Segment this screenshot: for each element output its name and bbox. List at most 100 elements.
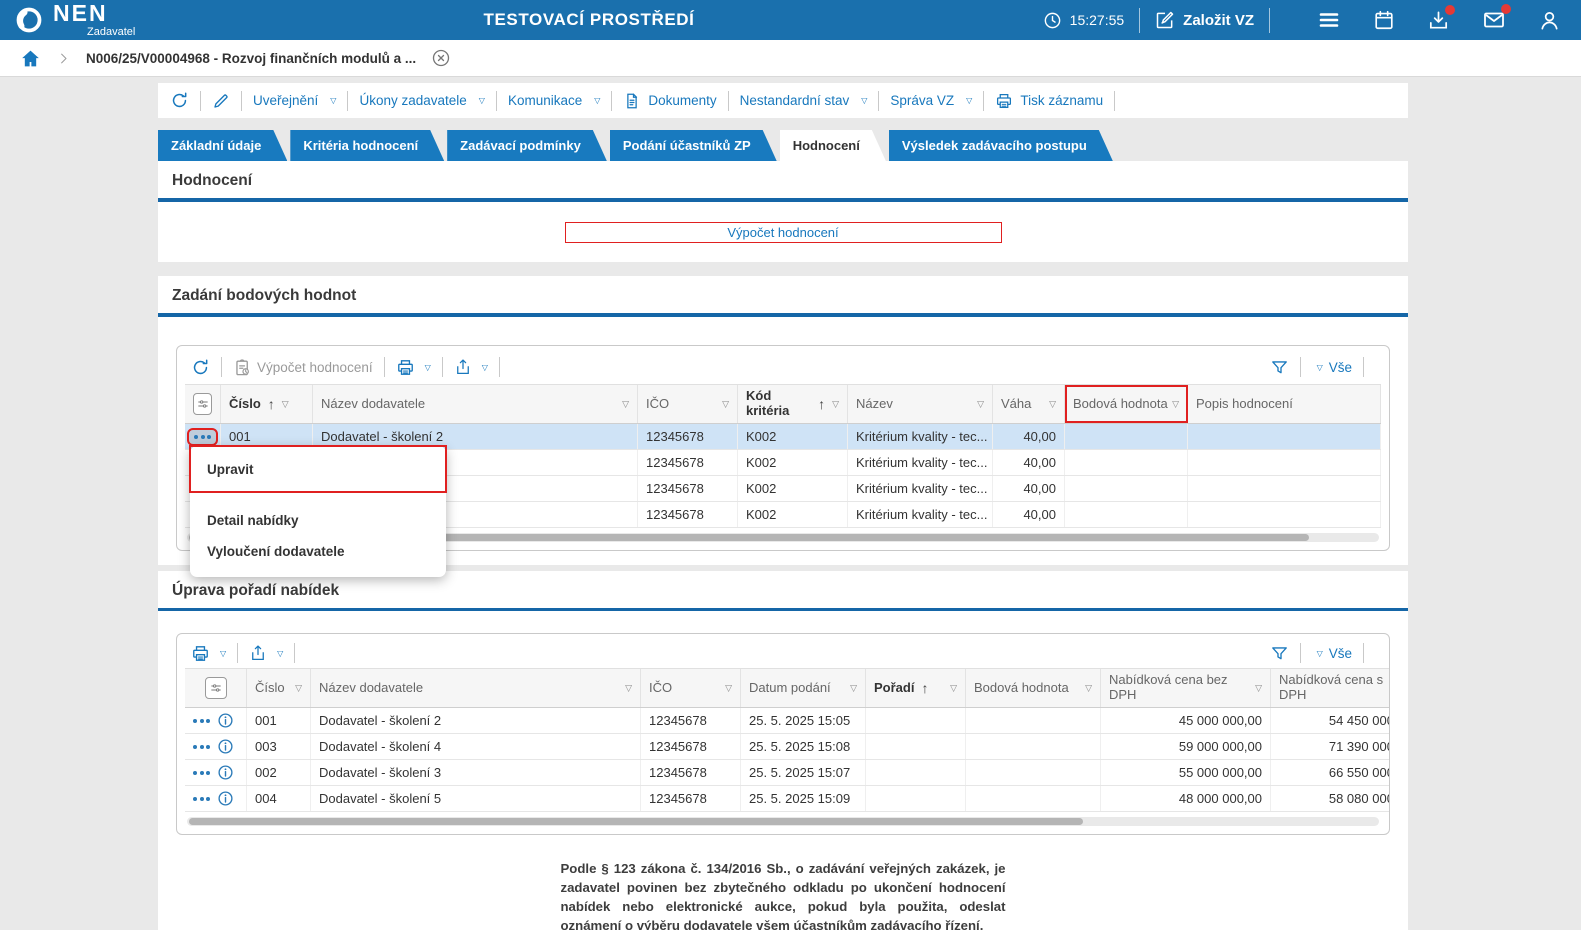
menu-komunikace[interactable]: Komunikace ▽	[508, 93, 600, 108]
header-nazev[interactable]: Název ▽	[848, 385, 993, 423]
filter-triangle-icon[interactable]: ▽	[281, 398, 289, 409]
menu-sprava-vz[interactable]: Správa VZ ▽	[890, 93, 972, 108]
row-actions-button[interactable]	[193, 770, 210, 775]
filter-triangle-icon[interactable]: ▽	[1049, 398, 1056, 409]
menu-ukony-zadavatele[interactable]: Úkony zadavatele ▽	[359, 93, 484, 108]
main-menu-button[interactable]	[1317, 8, 1341, 32]
context-menu-item-upravit[interactable]: Upravit	[189, 445, 447, 493]
cell-bodova-hodnota[interactable]	[1065, 424, 1188, 449]
tab-zakladni-udaje[interactable]: Základní údaje	[158, 130, 287, 161]
filter-triangle-icon[interactable]: ▽	[850, 682, 857, 693]
header-ico[interactable]: IČO ▽	[638, 385, 738, 423]
cell-poradi	[866, 734, 966, 759]
header-popis-hodnoceni[interactable]: Popis hodnocení	[1188, 385, 1381, 423]
cell-nazev-dodavatele: Dodavatel - školení 3	[311, 760, 641, 785]
header-vaha[interactable]: Váha ▽	[993, 385, 1065, 423]
header-label: IČO	[646, 395, 670, 411]
tab-podani-ucastniku-zp[interactable]: Podání účastníků ZP	[610, 130, 777, 161]
scrollbar-thumb[interactable]	[189, 534, 1310, 541]
header-bodova-hodnota[interactable]: Bodová hodnota ▽	[1065, 385, 1188, 423]
row-detail-button[interactable]	[217, 738, 234, 755]
filter-triangle-icon[interactable]: ▽	[625, 682, 632, 693]
row-detail-button[interactable]	[217, 712, 234, 729]
table-row[interactable]: 004 Dodavatel - školení 5 12345678 25. 5…	[185, 786, 1389, 812]
header-kod-kriteria[interactable]: Kód kritéria ↑ ▽	[738, 385, 848, 423]
dropdown-triangle-icon: ▽	[966, 96, 973, 105]
horizontal-scrollbar[interactable]	[187, 533, 1379, 542]
menu-tisk-zaznamu[interactable]: Tisk záznamu	[995, 92, 1103, 110]
downloads-button[interactable]	[1427, 4, 1455, 32]
table-filter-button[interactable]	[1270, 644, 1289, 663]
tab-kriteria-hodnoceni[interactable]: Kritéria hodnocení	[290, 130, 444, 161]
filter-triangle-icon[interactable]: ▽	[722, 398, 729, 409]
tab-hodnoceni[interactable]: Hodnocení	[780, 130, 886, 161]
cell-bodova-hodnota[interactable]	[1065, 476, 1188, 501]
row-detail-button[interactable]	[217, 764, 234, 781]
header-nazev-dodavatele[interactable]: Název dodavatele ▽	[313, 385, 638, 423]
header-nazev-dodavatele[interactable]: Název dodavatele ▽	[311, 669, 641, 707]
messages-button[interactable]	[1482, 4, 1511, 32]
table-view-all-button[interactable]: ▽ Vše	[1312, 360, 1352, 375]
column-settings-button[interactable]	[193, 393, 212, 415]
context-menu-item-vylouceni-dodavatele[interactable]: Vyloučení dodavatele	[207, 544, 345, 559]
menu-dokumenty[interactable]: Dokumenty	[623, 92, 717, 110]
edit-button[interactable]	[212, 92, 230, 110]
filter-triangle-icon[interactable]: ▽	[725, 682, 732, 693]
table-export-button[interactable]: ▽	[454, 358, 488, 376]
row-actions-button[interactable]	[187, 427, 218, 446]
table-vypocet-hodnoceni-button[interactable]: Výpočet hodnocení	[233, 358, 373, 377]
header-poradi[interactable]: Pořadí ↑ ▽	[866, 669, 966, 707]
table-row[interactable]: 002 Dodavatel - školení 3 12345678 25. 5…	[185, 760, 1389, 786]
header-cislo[interactable]: Číslo ↑ ▽	[221, 385, 313, 423]
cell-bodova-hodnota[interactable]	[1065, 450, 1188, 475]
scrollbar-thumb[interactable]	[189, 818, 1083, 825]
table-export-button[interactable]: ▽	[249, 644, 283, 662]
menu-nestandardni-stav[interactable]: Nestandardní stav ▽	[740, 93, 868, 108]
breadcrumb-current-item[interactable]: N006/25/V00004968 - Rozvoj finančních mo…	[86, 50, 417, 66]
table-print-button[interactable]: ▽	[191, 644, 226, 663]
table-toolbar: ▽ ▽ ▽ Vše	[185, 638, 1381, 668]
header-ico[interactable]: IČO ▽	[641, 669, 741, 707]
column-settings-button[interactable]	[204, 677, 227, 699]
row-detail-button[interactable]	[217, 790, 234, 807]
section-title: Zadání bodových hodnot	[172, 287, 357, 304]
filter-triangle-icon[interactable]: ▽	[1255, 682, 1262, 693]
close-record-button[interactable]	[431, 48, 451, 68]
home-button[interactable]	[20, 48, 41, 69]
filter-triangle-icon[interactable]: ▽	[622, 398, 629, 409]
filter-triangle-icon[interactable]: ▽	[295, 682, 302, 693]
toolbar-divider	[1363, 357, 1364, 377]
profile-button[interactable]	[1538, 9, 1561, 32]
calendar-button[interactable]	[1373, 9, 1395, 31]
table-row[interactable]: 001 Dodavatel - školení 2 12345678 K002 …	[185, 424, 1381, 450]
vypocet-hodnoceni-button[interactable]: Výpočet hodnocení	[564, 221, 1002, 243]
row-actions-button[interactable]	[193, 744, 210, 749]
refresh-button[interactable]	[170, 91, 189, 110]
table-view-all-button[interactable]: ▽ Vše	[1312, 646, 1352, 661]
header-datum-podani[interactable]: Datum podání ▽	[741, 669, 866, 707]
zalozit-vz-button[interactable]: Založit VZ	[1155, 10, 1254, 30]
menu-uverejneni[interactable]: Uveřejnění ▽	[253, 93, 336, 108]
table-row[interactable]: 001 Dodavatel - školení 2 12345678 25. 5…	[185, 708, 1389, 734]
filter-triangle-icon[interactable]: ▽	[832, 398, 839, 409]
nen-logo[interactable]: NEN Zadavatel	[14, 2, 135, 38]
header-nabidkova-cena-s-dph[interactable]: Nabídková cena s DPH	[1271, 669, 1389, 707]
row-actions-button[interactable]	[193, 796, 210, 801]
header-cislo[interactable]: Číslo ▽	[247, 669, 311, 707]
header-nabidkova-cena-bez-dph[interactable]: Nabídková cena bez DPH ▽	[1101, 669, 1271, 707]
cell-bodova-hodnota[interactable]	[1065, 502, 1188, 527]
table-print-button[interactable]: ▽	[396, 358, 431, 377]
tab-vysledek-zadavaciho-postupu[interactable]: Výsledek zadávacího postupu	[889, 130, 1113, 161]
filter-triangle-icon[interactable]: ▽	[1172, 398, 1179, 409]
filter-triangle-icon[interactable]: ▽	[950, 682, 957, 693]
tab-zadavaci-podminky[interactable]: Zadávací podmínky	[447, 130, 607, 161]
table-filter-button[interactable]	[1270, 358, 1289, 377]
horizontal-scrollbar[interactable]	[187, 817, 1379, 826]
filter-triangle-icon[interactable]: ▽	[977, 398, 984, 409]
table-row[interactable]: 003 Dodavatel - školení 4 12345678 25. 5…	[185, 734, 1389, 760]
context-menu-item-detail-nabidky[interactable]: Detail nabídky	[207, 513, 299, 528]
row-actions-button[interactable]	[193, 718, 210, 723]
filter-triangle-icon[interactable]: ▽	[1085, 682, 1092, 693]
header-bodova-hodnota[interactable]: Bodová hodnota ▽	[966, 669, 1101, 707]
table-refresh-button[interactable]	[191, 358, 210, 377]
